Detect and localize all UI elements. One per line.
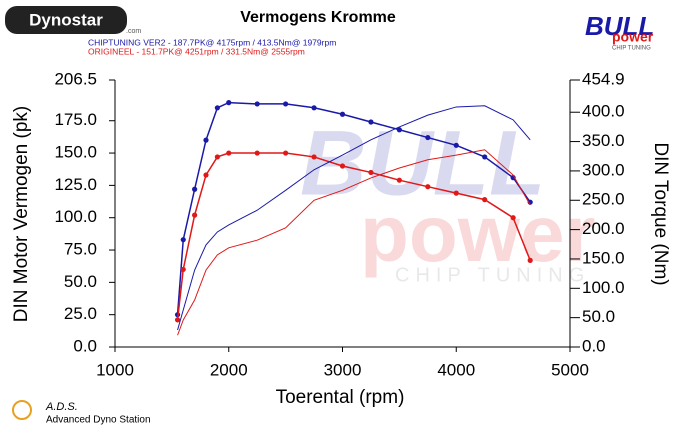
- x-tick-label: 1000: [96, 360, 134, 379]
- watermark-brand: BULL: [300, 112, 545, 214]
- point: [254, 150, 260, 156]
- point: [203, 137, 209, 143]
- point: [368, 169, 374, 176]
- y-tick-label: 125.0: [54, 175, 97, 194]
- point: [527, 257, 533, 263]
- point: [425, 184, 431, 190]
- ads-title: A.D.S.: [45, 401, 78, 413]
- dynostar-text: Dynostar: [29, 10, 103, 29]
- watermark: BULL power CHIP TUNING: [300, 112, 596, 286]
- point: [192, 212, 198, 218]
- point: [254, 101, 260, 107]
- y-tick-label: 50.0: [64, 272, 97, 291]
- point: [453, 190, 459, 196]
- point: [396, 177, 402, 183]
- y2-tick-label: 50.0: [582, 307, 615, 326]
- series-line: [177, 105, 531, 331]
- point: [368, 119, 374, 125]
- y2-tick-label: 400.0: [582, 102, 625, 121]
- point: [283, 101, 289, 107]
- watermark-tagline: CHIP TUNING: [395, 264, 590, 286]
- dynostar-logo: [5, 6, 127, 34]
- brand-logo2: power: [612, 29, 654, 45]
- dynostar-suffix: .com: [126, 28, 141, 35]
- legend-entry: CHIPTUNING VER2 - 187.7PK@ 4175rpm / 413…: [88, 37, 336, 47]
- point: [214, 154, 220, 160]
- brand-logo: BULL: [585, 11, 654, 41]
- x-tick-label: 2000: [210, 360, 248, 379]
- point: [339, 111, 346, 117]
- y2-tick-label: 200.0: [582, 219, 625, 238]
- x-axis-title: Toerental (rpm): [276, 387, 405, 408]
- point: [226, 150, 232, 156]
- point: [214, 105, 220, 111]
- y-tick-label: 100.0: [54, 207, 97, 226]
- point: [283, 150, 289, 156]
- point: [192, 186, 198, 192]
- point: [311, 105, 317, 111]
- legend-entry: ORIGINEEL - 151.7PK@ 4251rpm / 331.5Nm@ …: [88, 46, 305, 56]
- y2-tick-label: 0.0: [582, 336, 606, 355]
- chart-title: Vermogens Kromme: [240, 9, 396, 26]
- y-tick-label: 75.0: [64, 240, 97, 259]
- brand-tagline: CHIP TUNING: [612, 46, 651, 52]
- y2-axis-title: DIN Torque (Nm): [650, 142, 671, 285]
- y-axis-title: DIN Motor Vermogen (pk): [11, 106, 32, 322]
- point: [203, 172, 209, 178]
- point: [453, 142, 459, 148]
- y2-tick-label: 150.0: [582, 248, 625, 267]
- point: [482, 197, 488, 203]
- x-tick-label: 5000: [551, 360, 589, 379]
- y2-tick-label: 350.0: [582, 131, 625, 150]
- point: [311, 154, 317, 160]
- point: [510, 215, 516, 221]
- point: [174, 317, 181, 323]
- y-tick-label: 175.0: [54, 110, 97, 129]
- y2-tick-label: 100.0: [582, 278, 625, 297]
- point: [339, 163, 346, 169]
- y2-tick-label: 300.0: [582, 160, 625, 179]
- point: [226, 100, 232, 106]
- y2-tick-label: 250.0: [582, 190, 625, 209]
- point: [180, 266, 186, 273]
- y-tick-label: 0.0: [73, 336, 97, 355]
- ads-subtitle: Advanced Dyno Station: [46, 415, 151, 426]
- point: [425, 134, 431, 141]
- x-tick-label: 3000: [324, 360, 362, 379]
- y-tick-label: 206.5: [54, 69, 97, 88]
- y2-tick-label: 454.9: [582, 69, 625, 88]
- point: [180, 237, 186, 243]
- y-tick-label: 150.0: [54, 143, 97, 162]
- y-tick-label: 25.0: [64, 304, 97, 323]
- series-line: [177, 149, 531, 336]
- point: [396, 127, 402, 133]
- point: [482, 154, 488, 160]
- ads-logo: [12, 400, 32, 420]
- watermark-brand2: power: [360, 189, 596, 278]
- x-tick-label: 4000: [437, 360, 475, 379]
